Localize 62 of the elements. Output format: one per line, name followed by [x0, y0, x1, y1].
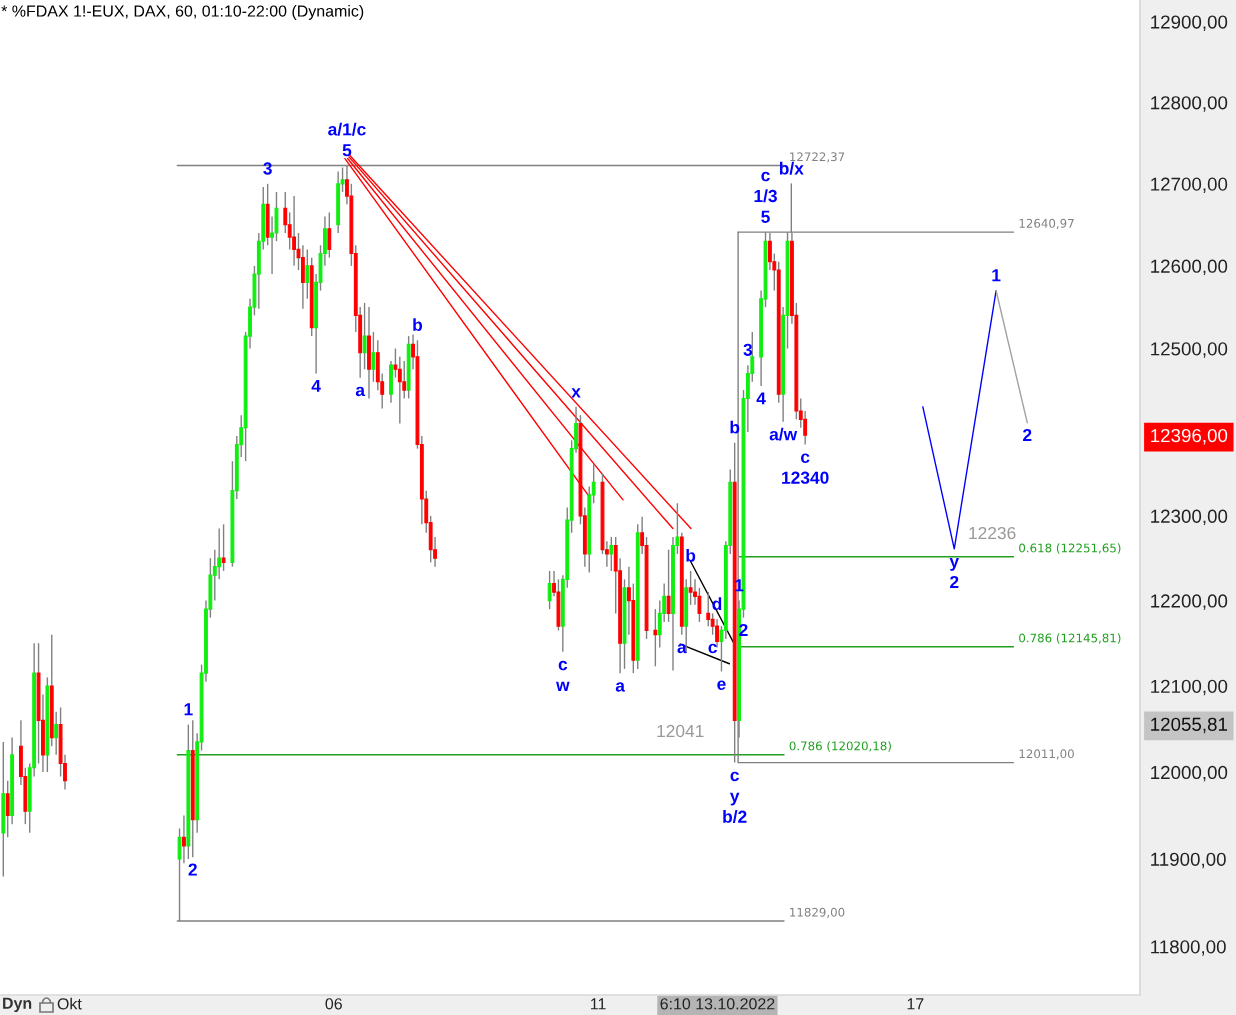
annotation: a	[355, 386, 366, 397]
annotation: b	[730, 420, 740, 434]
annotation: 12041	[657, 724, 704, 738]
annotation: 12340	[782, 471, 829, 484]
y-tick-label: 12300,00	[1151, 509, 1228, 526]
y-tick-label: 12600,00	[1151, 259, 1228, 276]
y-tick-label: 11800,00	[1151, 940, 1226, 956]
chart-title: * %FDAX 1!-EUX, DAX, 60, 01:10-22:00 (Dynamic)	[1, 5, 364, 20]
annotation: 3	[263, 162, 272, 175]
series-label: 12722,37	[790, 152, 845, 163]
y-tick-label: 12500,00	[1151, 342, 1228, 358]
annotation: 1	[184, 703, 193, 716]
y-tick-label: 12200,00	[1151, 594, 1228, 610]
annotation: y	[729, 792, 740, 806]
annotation: c	[730, 771, 739, 782]
annotation: c	[708, 643, 717, 654]
annotation: a/1/c	[328, 122, 366, 136]
annotation: 3	[743, 343, 753, 356]
y-tick-label: 12700,00	[1151, 177, 1228, 194]
text: Dyn	[3, 997, 32, 1012]
annotation: 5	[342, 144, 352, 157]
x-tick-label: 6:10 13.10.2022	[660, 998, 775, 1010]
annotation: w	[556, 681, 570, 691]
annotation: b/2	[723, 810, 747, 824]
x-tick-label: 17	[907, 998, 924, 1010]
y-tick-label: 12100,00	[1151, 679, 1228, 696]
annotation: e	[717, 680, 726, 690]
annotation: 4	[311, 379, 321, 392]
x-tick-label: 11	[591, 998, 606, 1010]
series-label: 0.786 (12020,18)	[789, 741, 891, 752]
annotation: a	[615, 682, 626, 692]
series-label: 0.618 (12251,65)	[1019, 543, 1121, 554]
annotation: c	[801, 453, 810, 463]
x-tick-label: Okt	[57, 997, 82, 1010]
x-tick-label: 06	[325, 998, 342, 1010]
annotation: c	[761, 171, 770, 182]
y-tick-label: 12800,00	[1151, 96, 1228, 112]
series-label: 0.786 (12145,81)	[1019, 633, 1121, 644]
series-label: 12011,00	[1019, 749, 1074, 760]
annotation: 1	[992, 269, 1001, 282]
annotation: 2	[1023, 428, 1032, 442]
annotation: a	[677, 643, 687, 654]
annotation: 5	[761, 210, 770, 223]
annotation: y	[949, 558, 959, 571]
annotation: b/x	[779, 161, 804, 175]
annotation: 2	[188, 863, 197, 876]
annotation: a/w	[769, 427, 798, 441]
annotation: 2	[950, 575, 959, 589]
annotation: 1/3	[754, 189, 777, 203]
y-tick-label: 12000,00	[1151, 765, 1228, 782]
y-tick-label: 12396,00	[1151, 428, 1228, 445]
annotation: c	[558, 660, 568, 671]
y-tick-label: 12055,81	[1151, 717, 1228, 734]
y-tick-label: 11900,00	[1151, 852, 1226, 869]
y-tick-label: 12900,00	[1151, 15, 1228, 31]
annotation: x	[571, 388, 581, 398]
series-label: 11829,00	[790, 907, 845, 918]
annotation: 4	[756, 392, 766, 405]
annotation: b	[686, 548, 696, 562]
annotation: b	[413, 318, 423, 332]
series-label: 12640,97	[1019, 218, 1074, 230]
annotation: 12236	[969, 526, 1016, 540]
